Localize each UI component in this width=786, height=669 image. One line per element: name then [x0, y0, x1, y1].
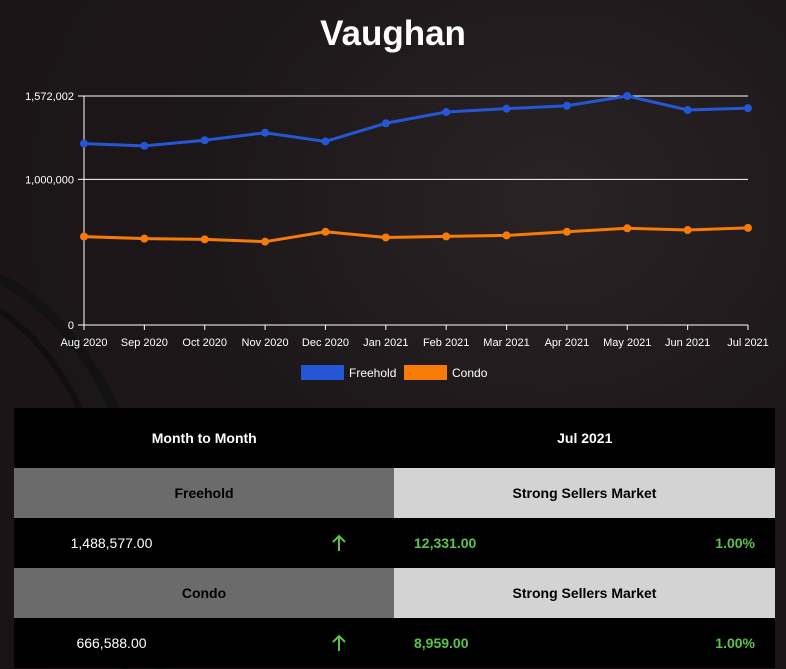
stats-table: Month to Month Jul 2021 Freehold Strong …: [14, 408, 775, 668]
data-point: [200, 235, 209, 244]
data-point: [562, 101, 571, 110]
market-status: Strong Sellers Market: [394, 568, 775, 618]
line-chart: 0 1,000,000 1,572,002 Aug 2020 Sep 2020 Oct 2…: [25, 91, 769, 380]
legend-swatch-freehold: [301, 365, 344, 380]
x-tick-label: Feb 2021: [423, 337, 469, 349]
x-tick-label: Aug 2020: [60, 337, 107, 349]
data-point: [321, 227, 330, 236]
y-tick-label: 1,000,000: [25, 174, 74, 186]
data-point: [623, 224, 632, 233]
x-tick-label: Nov 2020: [242, 337, 289, 349]
data-point: [442, 232, 451, 241]
legend-swatch-condo: [404, 365, 447, 380]
data-point: [200, 136, 209, 145]
x-tick-label: Jun 2021: [665, 337, 710, 349]
arrow-up-icon: [314, 518, 364, 568]
x-tick-label: Jan 2021: [363, 337, 408, 349]
series-line-freehold: [83, 94, 749, 148]
x-tick-label: Apr 2021: [545, 337, 590, 349]
x-tick-label: Mar 2021: [483, 337, 529, 349]
x-tick-label: May 2021: [603, 337, 651, 349]
data-point: [80, 139, 88, 148]
category-label: Freehold: [14, 468, 394, 518]
data-point: [623, 92, 632, 100]
data-point: [683, 105, 692, 114]
data-point: [381, 119, 390, 128]
change-value: 8,959.00: [414, 635, 469, 651]
data-point: [80, 232, 88, 241]
price-value: 1,488,577.00: [70, 535, 153, 551]
header-month-to-month: Month to Month: [151, 430, 257, 446]
legend-label-freehold: Freehold: [349, 366, 396, 380]
price-value: 666,588.00: [76, 635, 147, 651]
data-point: [261, 237, 270, 246]
data-point: [683, 226, 692, 235]
x-tick-label: Sep 2020: [121, 337, 168, 349]
condo-values-row: 666,588.00 8,959.00 1.00%: [14, 618, 775, 668]
data-point: [321, 137, 330, 146]
freehold-category-row: Freehold Strong Sellers Market: [14, 468, 775, 518]
data-point: [140, 234, 149, 243]
data-point: [261, 128, 270, 137]
market-status: Strong Sellers Market: [394, 468, 775, 518]
table-header-row: Month to Month Jul 2021: [14, 408, 775, 468]
category-label: Condo: [14, 568, 394, 618]
freehold-values-row: 1,488,577.00 12,331.00 1.00%: [14, 518, 775, 568]
percent-value: 1.00%: [715, 535, 755, 551]
data-point: [744, 104, 752, 113]
data-point: [562, 227, 571, 236]
header-period: Jul 2021: [557, 430, 613, 446]
data-point: [502, 104, 511, 113]
data-point: [744, 223, 752, 232]
condo-category-row: Condo Strong Sellers Market: [14, 568, 775, 618]
x-tick-label: Oct 2020: [182, 337, 227, 349]
change-value: 12,331.00: [414, 535, 477, 551]
data-point: [381, 233, 390, 242]
series-line-condo: [83, 226, 749, 244]
x-tick-label: Jul 2021: [727, 337, 769, 349]
legend-label-condo: Condo: [452, 366, 488, 380]
x-tick-label: Dec 2020: [302, 337, 349, 349]
data-point: [140, 141, 149, 150]
data-point: [442, 108, 451, 117]
y-tick-label: 1,572,002: [25, 91, 74, 103]
page-title: Vaughan: [320, 14, 466, 53]
percent-value: 1.00%: [715, 635, 755, 651]
data-point: [502, 231, 511, 240]
y-tick-label: 0: [68, 320, 74, 332]
arrow-up-icon: [314, 618, 364, 668]
